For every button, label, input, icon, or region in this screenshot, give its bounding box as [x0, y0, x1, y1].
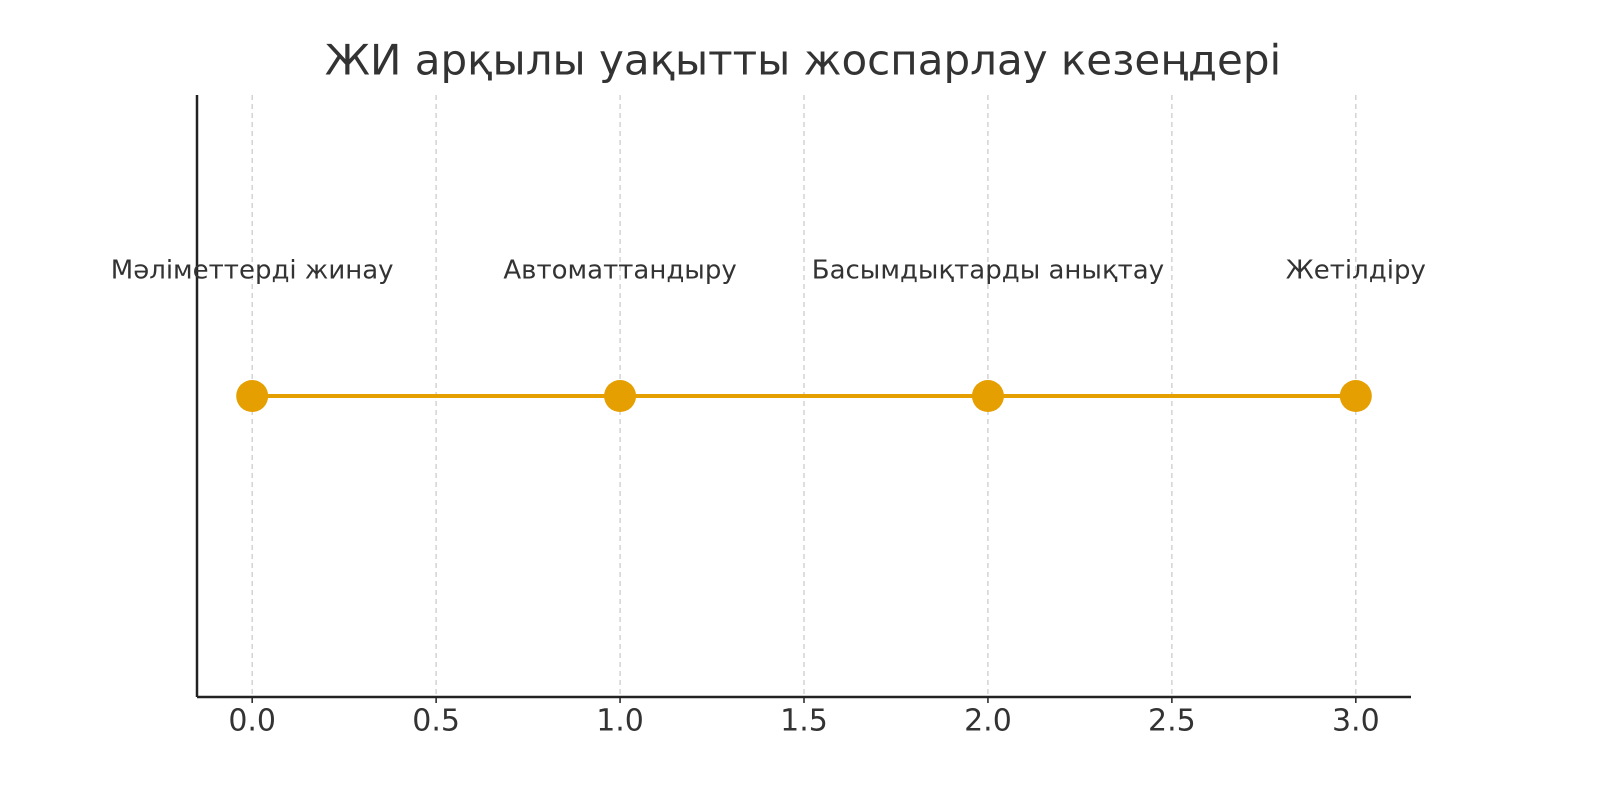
point	[1339, 380, 1372, 412]
x-tick-label: 1.0	[596, 704, 644, 739]
x-tick-label: 0.5	[412, 704, 460, 739]
x-tick-label: 3.0	[1332, 704, 1380, 739]
x-tick-label: 0.0	[228, 704, 276, 739]
point	[971, 380, 1004, 412]
point-label: Жетілдіру	[1286, 256, 1426, 286]
x-tick-label: 1.5	[780, 704, 828, 739]
point-label: Басымдықтарды анықтау	[812, 256, 1164, 286]
chart-title: ЖИ арқылы уақытты жоспарлау кезеңдері	[325, 36, 1281, 85]
point	[236, 380, 269, 412]
point	[604, 380, 637, 412]
x-tick-label: 2.5	[1148, 704, 1196, 739]
point-label: Мәліметтерді жинау	[111, 256, 394, 286]
x-tick-label: 2.0	[964, 704, 1012, 739]
point-label: Автоматтандыру	[503, 256, 736, 286]
